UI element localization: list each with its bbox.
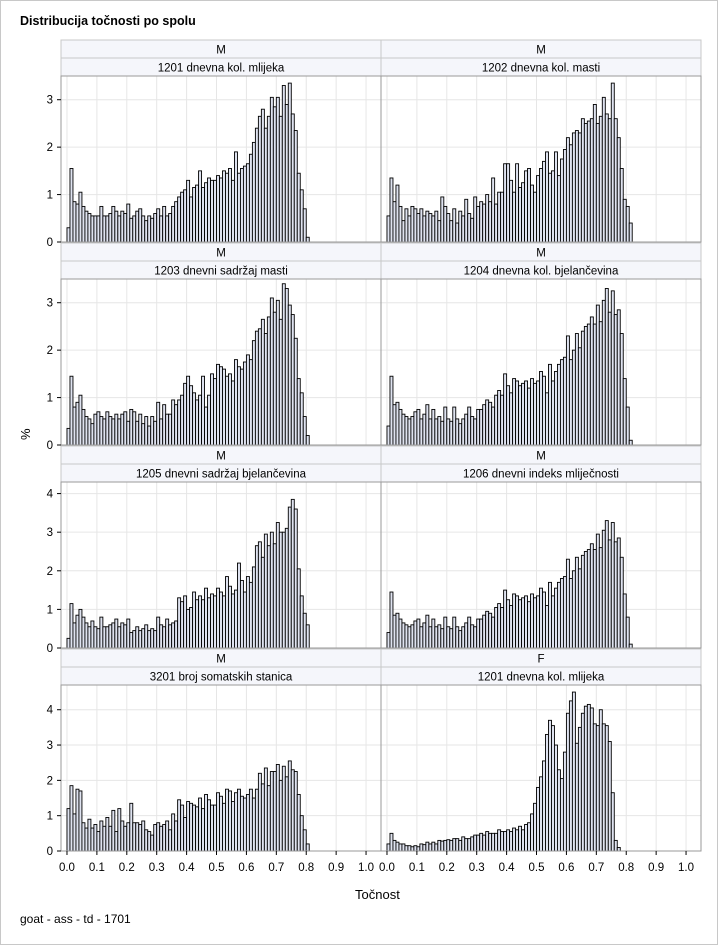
panel-8: F 1201 dnevna kol. mlijeka 0.0 0.1 0.2 0.3 0.4…: [379, 648, 702, 874]
x-tick-label: 0.9: [328, 862, 344, 874]
panel-1: M 1201 dnevna kol. mlijeka 0 1 2 3: [47, 39, 382, 249]
y-tick-label: 2: [47, 142, 53, 154]
y-tick-label: 0: [47, 440, 53, 452]
strip-trait-label: 1203 dnevni sadržaj masti: [154, 266, 288, 278]
panel-2: M 1202 dnevna kol. masti: [380, 39, 702, 243]
strip-trait-label: 1201 dnevna kol. mlijeka: [478, 672, 605, 684]
x-tick-label: 0.7: [268, 862, 284, 874]
histogram-bar: [305, 843, 310, 852]
chart-title: Distribucija točnosti po spolu: [20, 14, 196, 28]
panel-border: [380, 75, 702, 243]
strip-trait-label: 1206 dnevni indeks mliječnosti: [463, 469, 619, 481]
x-tick-label: 0.8: [298, 862, 314, 874]
strip-trait-label: 1201 dnevna kol. mlijeka: [158, 63, 285, 75]
panel-border: [380, 684, 702, 852]
strip-trait-label: 1205 dnevni sadržaj bjelančevina: [136, 469, 307, 481]
y-tick-label: 0: [47, 237, 53, 249]
x-tick-label: 0.1: [89, 862, 105, 874]
panel-6: M 1206 dnevni indeks mliječnosti: [380, 445, 702, 649]
x-axis-label: Točnost: [355, 887, 400, 902]
x-tick-label: 0.8: [618, 862, 634, 874]
footnote: goat - ass - td - 1701: [20, 912, 131, 926]
y-tick-label: 4: [47, 489, 54, 501]
x-tick-label: 0.6: [558, 862, 574, 874]
strip-trait-label: 1204 dnevna kol. bjelančevina: [464, 266, 619, 278]
x-tick-label: 0.1: [409, 862, 425, 874]
x-tick-label: 0.7: [588, 862, 604, 874]
strip-trait-label: 3201 broj somatskih stanica: [150, 672, 293, 684]
x-tick-label: 0.2: [439, 862, 455, 874]
x-tick-label: 0.0: [379, 862, 395, 874]
y-tick-label: 3: [47, 740, 53, 752]
x-tick-label: 0.3: [469, 862, 485, 874]
x-tick-label: 0.5: [209, 862, 225, 874]
histogram-bar: [628, 643, 633, 649]
histogram-bar: [616, 847, 621, 852]
strip-sex-label: M: [216, 248, 226, 260]
y-tick-label: 2: [47, 566, 53, 578]
y-tick-label: 1: [47, 393, 53, 405]
panel-3: M 1203 dnevni sadržaj masti 0 1 2 3: [47, 242, 382, 452]
panel-border: [380, 278, 702, 446]
strip-sex-label: M: [536, 45, 546, 57]
y-tick-label: 1: [47, 604, 53, 616]
x-tick-label: 1.0: [358, 862, 374, 874]
y-tick-label: 1: [47, 811, 53, 823]
histogram-bar: [625, 616, 630, 649]
panel-border: [380, 481, 702, 649]
panel-4: M 1204 dnevna kol. bjelančevina: [380, 242, 702, 446]
strip-sex-label: M: [536, 451, 546, 463]
y-tick-label: 1: [47, 190, 53, 202]
x-tick-label: 0.0: [59, 862, 75, 874]
x-tick-label: 0.9: [648, 862, 664, 874]
x-tick-label: 0.4: [179, 862, 196, 874]
y-tick-label: 4: [47, 705, 54, 717]
x-tick-label: 0.6: [238, 862, 254, 874]
strip-sex-label: M: [536, 248, 546, 260]
x-tick-label: 1.0: [678, 862, 694, 874]
panel-5: M 1205 dnevni sadržaj bjelančevina 0 1 2 3 4: [47, 445, 382, 655]
x-tick-label: 0.3: [149, 862, 165, 874]
histogram-bar: [628, 222, 633, 243]
histogram-bar: [628, 439, 633, 446]
strip-sex-label: F: [537, 654, 544, 666]
y-tick-label: 2: [47, 775, 53, 787]
y-tick-label: 0: [47, 643, 53, 655]
strip-sex-label: M: [216, 451, 226, 463]
y-tick-label: 2: [47, 345, 53, 357]
histogram-bar: [305, 435, 310, 446]
y-tick-label: 0: [47, 846, 53, 858]
x-tick-label: 0.2: [119, 862, 135, 874]
strip-sex-label: M: [216, 45, 226, 57]
strip-sex-label: M: [216, 654, 226, 666]
panel-7: M 3201 broj somatskih stanica 0 1 2 3 4 0.0 0.1 0…: [47, 648, 382, 874]
histogram-bar: [305, 236, 310, 243]
strip-trait-label: 1202 dnevna kol. masti: [482, 63, 600, 75]
y-tick-label: 3: [47, 298, 53, 310]
histogram-bar: [625, 406, 630, 446]
y-tick-label: 3: [47, 527, 53, 539]
y-tick-label: 3: [47, 95, 53, 107]
x-tick-label: 0.5: [529, 862, 545, 874]
x-tick-label: 0.4: [499, 862, 516, 874]
histogram-bar: [305, 624, 310, 649]
